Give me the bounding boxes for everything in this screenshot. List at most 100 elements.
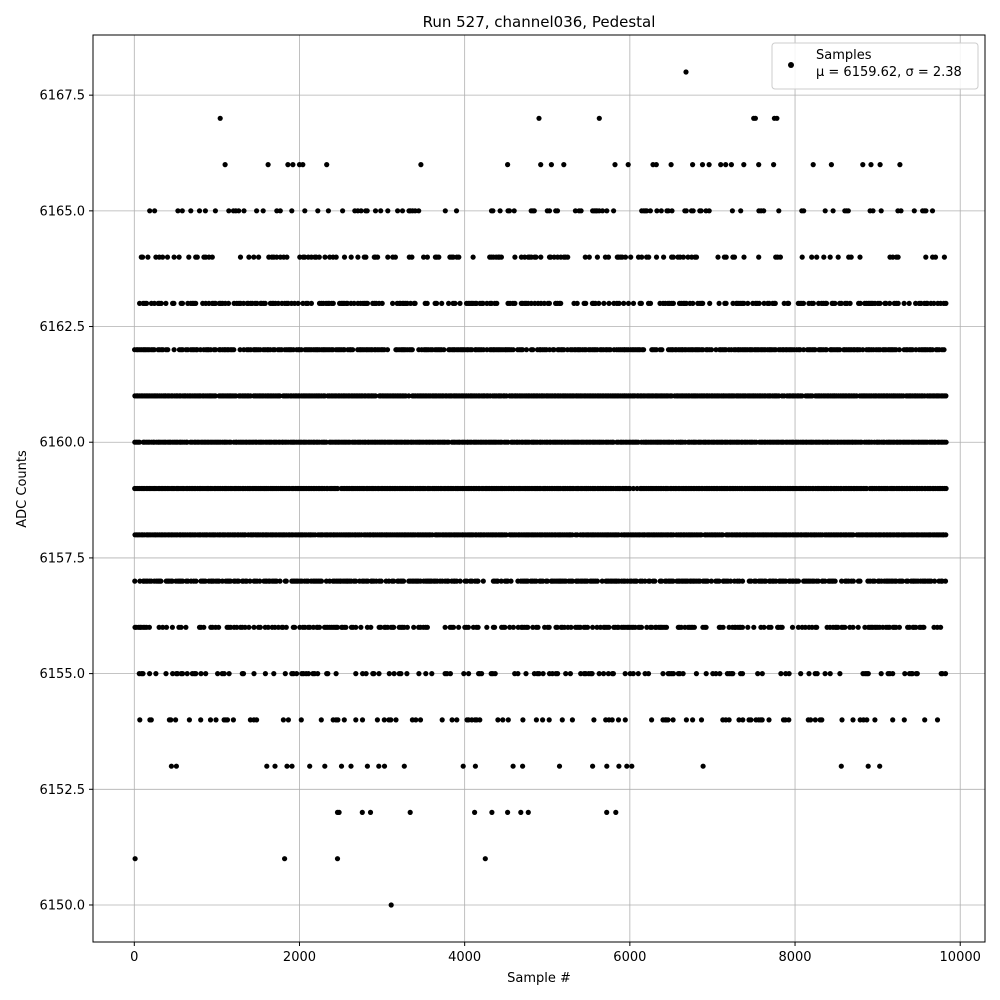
data-point	[596, 115, 602, 121]
data-point	[554, 624, 560, 630]
data-point	[857, 254, 863, 260]
data-point	[151, 347, 157, 353]
data-point	[254, 717, 260, 723]
data-point	[180, 578, 186, 584]
data-point	[265, 624, 271, 630]
data-point	[665, 717, 671, 723]
data-point	[839, 717, 845, 723]
data-point	[153, 671, 159, 677]
data-point	[604, 763, 610, 769]
data-point	[456, 624, 462, 630]
data-point	[364, 300, 371, 306]
data-point	[630, 671, 636, 677]
data-point	[538, 254, 544, 260]
data-point	[832, 578, 838, 584]
data-point	[633, 578, 640, 584]
data-point	[590, 763, 596, 769]
data-point	[759, 671, 765, 677]
data-point	[158, 578, 164, 584]
data-point	[179, 300, 186, 306]
data-point	[363, 254, 369, 260]
data-point	[480, 300, 486, 306]
data-point	[495, 717, 501, 723]
data-point	[510, 624, 516, 630]
data-point	[290, 162, 296, 168]
y-tick-label: 6162.5	[40, 320, 86, 335]
data-point	[776, 208, 782, 214]
data-point	[800, 300, 807, 306]
data-point	[241, 300, 247, 306]
data-point	[668, 162, 674, 168]
data-point	[720, 624, 726, 630]
data-point	[237, 254, 244, 260]
data-point	[399, 208, 406, 214]
data-point	[212, 208, 218, 214]
data-point	[583, 300, 589, 306]
data-point	[808, 717, 814, 723]
data-point	[855, 624, 861, 630]
data-point	[932, 254, 939, 260]
data-point	[839, 578, 845, 584]
data-point	[520, 763, 526, 769]
data-point	[865, 671, 871, 677]
data-point	[871, 578, 878, 584]
data-point	[538, 162, 544, 168]
data-point	[391, 578, 397, 584]
data-point	[822, 208, 828, 214]
data-point	[480, 578, 486, 584]
data-point	[194, 254, 200, 260]
data-point	[901, 717, 907, 723]
data-point	[441, 347, 447, 353]
data-point	[913, 300, 919, 306]
data-point	[706, 162, 712, 168]
data-point	[482, 856, 488, 862]
data-point	[363, 671, 369, 677]
data-point	[334, 856, 341, 862]
data-point	[740, 717, 746, 723]
data-point	[341, 717, 347, 723]
data-point	[176, 254, 182, 260]
data-point	[665, 208, 671, 214]
data-point	[368, 624, 374, 630]
data-point	[943, 532, 949, 538]
legend-marker	[788, 62, 794, 68]
data-point	[367, 809, 374, 816]
data-point	[472, 763, 478, 769]
data-point	[638, 300, 645, 306]
data-point	[379, 300, 385, 306]
data-point	[658, 208, 664, 214]
data-point	[384, 347, 391, 353]
data-point	[819, 717, 825, 723]
data-point	[736, 717, 742, 723]
data-point	[756, 300, 762, 306]
data-point	[272, 763, 278, 769]
data-point	[409, 254, 415, 260]
data-point	[358, 624, 364, 630]
data-point	[860, 162, 866, 168]
data-point	[492, 671, 498, 677]
data-point	[275, 300, 281, 306]
data-point	[240, 671, 247, 677]
data-point	[411, 624, 417, 630]
data-point	[231, 347, 237, 353]
data-point	[850, 578, 857, 584]
data-point	[202, 208, 208, 214]
data-point	[641, 347, 647, 353]
data-point	[699, 162, 706, 168]
data-point	[693, 671, 700, 677]
data-point	[653, 347, 660, 353]
data-point	[277, 208, 283, 214]
data-point	[251, 254, 257, 260]
y-axis: 6150.0 6152.5 6155.0 6157.5 6160.0 6162.5 6165…	[40, 89, 93, 913]
data-point	[738, 208, 744, 214]
data-point	[479, 671, 485, 677]
data-point	[766, 717, 772, 723]
data-point	[616, 763, 622, 769]
data-point	[653, 254, 660, 260]
data-point	[302, 208, 308, 214]
x-tick-label: 2000	[283, 950, 316, 965]
data-point	[447, 671, 453, 677]
data-point	[519, 347, 526, 353]
data-point	[163, 624, 170, 630]
